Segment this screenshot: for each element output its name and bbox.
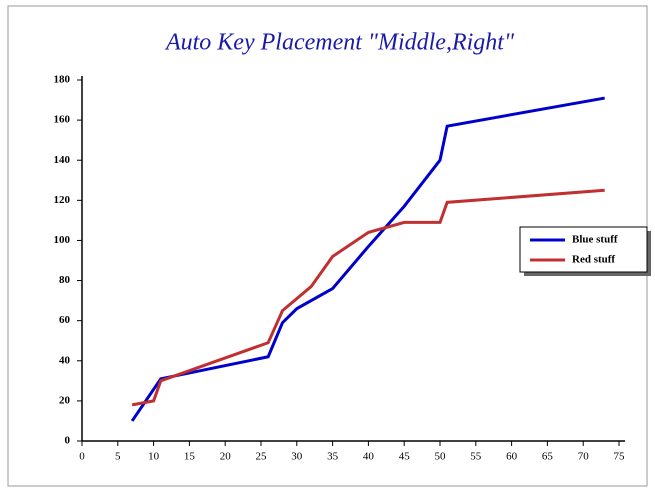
- legend-label: Red stuff: [572, 254, 615, 266]
- x-tick-label: 65: [542, 451, 554, 463]
- x-tick-label: 10: [148, 451, 160, 463]
- x-tick-label: 50: [435, 451, 447, 463]
- series-line: [131, 188, 605, 407]
- x-tick-label: 15: [184, 451, 196, 463]
- y-tick-label: 180: [54, 74, 71, 86]
- y-tick-label: 160: [54, 114, 71, 126]
- y-tick-label: 100: [54, 234, 71, 246]
- y-tick-label: 140: [54, 154, 71, 166]
- x-tick-label: 40: [363, 451, 375, 463]
- x-tick-label: 35: [327, 451, 339, 463]
- y-tick-label: 120: [54, 194, 71, 206]
- x-tick-label: 70: [578, 451, 590, 463]
- y-tick-label: 40: [59, 354, 71, 366]
- x-tick-label: 60: [506, 451, 518, 463]
- series-line: [130, 96, 605, 422]
- y-tick-label: 80: [59, 274, 71, 286]
- chart-title: Auto Key Placement "Middle,Right": [164, 30, 515, 56]
- legend: [519, 226, 648, 273]
- y-tick-label: 0: [65, 435, 71, 447]
- x-tick-label: 30: [291, 451, 303, 463]
- x-tick-label: 55: [470, 451, 482, 463]
- x-tick-label: 45: [399, 451, 411, 463]
- x-tick-label: 20: [220, 451, 232, 463]
- x-tick-label: 25: [256, 451, 268, 463]
- legend-label: Blue stuff: [572, 234, 618, 246]
- x-tick-label: 75: [614, 451, 626, 463]
- y-tick-label: 60: [59, 314, 71, 326]
- x-tick-label: 0: [79, 451, 85, 463]
- y-tick-label: 20: [59, 394, 71, 406]
- x-tick-label: 5: [115, 451, 121, 463]
